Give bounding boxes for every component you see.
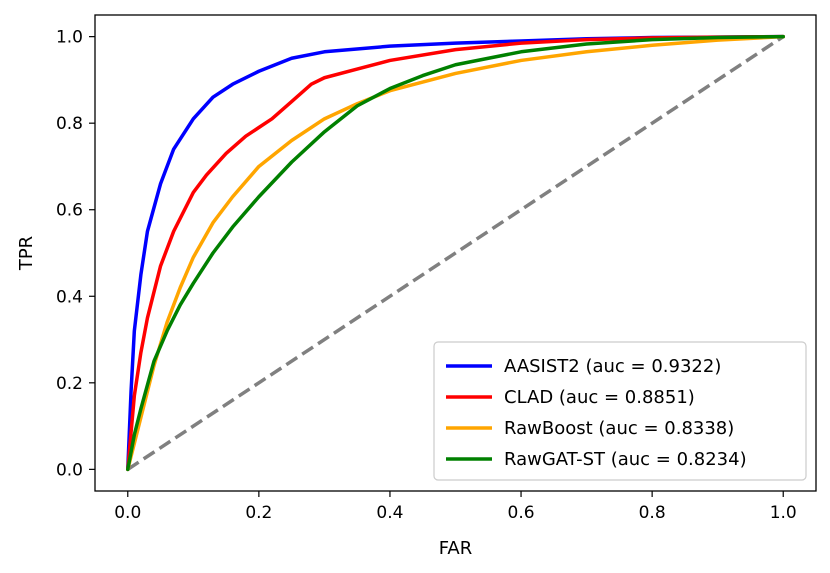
series-line-4	[126, 34, 785, 472]
legend: AASIST2 (auc = 0.9322) CLAD (auc = 0.8851…	[433, 341, 807, 481]
series-line-2	[126, 34, 785, 472]
x-axis-label: FAR	[439, 538, 473, 559]
y-tick-label: 0.2	[56, 374, 83, 394]
legend-entry: AASIST2 (auc = 0.9322)	[504, 356, 721, 377]
series-lines	[126, 34, 785, 472]
x-tick-label: 0.2	[245, 503, 272, 523]
legend-entry: CLAD (auc = 0.8851)	[504, 387, 695, 408]
x-tick-label: 0.0	[114, 503, 141, 523]
y-tick-label: 0.4	[56, 287, 83, 307]
x-tick-label: 0.8	[639, 503, 666, 523]
y-tick-label: 0.6	[56, 201, 83, 221]
chance-reference-line	[126, 35, 785, 471]
y-axis-ticks: 0.0 0.2 0.4 0.6 0.8 1.0	[56, 28, 95, 480]
legend-box	[433, 341, 807, 481]
y-axis-label: TPR	[16, 236, 37, 271]
y-tick-label: 0.8	[56, 114, 83, 134]
y-tick-label: 1.0	[56, 28, 83, 48]
plot-area	[94, 14, 817, 492]
x-tick-label: 1.0	[770, 503, 797, 523]
y-tick-label: 0.0	[56, 460, 83, 480]
axes-frame	[94, 14, 817, 492]
x-tick-label: 0.4	[376, 503, 403, 523]
legend-entry: RawBoost (auc = 0.8338)	[504, 418, 734, 439]
x-axis-ticks: 0.0 0.2 0.4 0.6 0.8 1.0	[114, 491, 797, 523]
legend-entry: RawGAT-ST (auc = 0.8234)	[504, 449, 747, 470]
x-tick-label: 0.6	[508, 503, 535, 523]
